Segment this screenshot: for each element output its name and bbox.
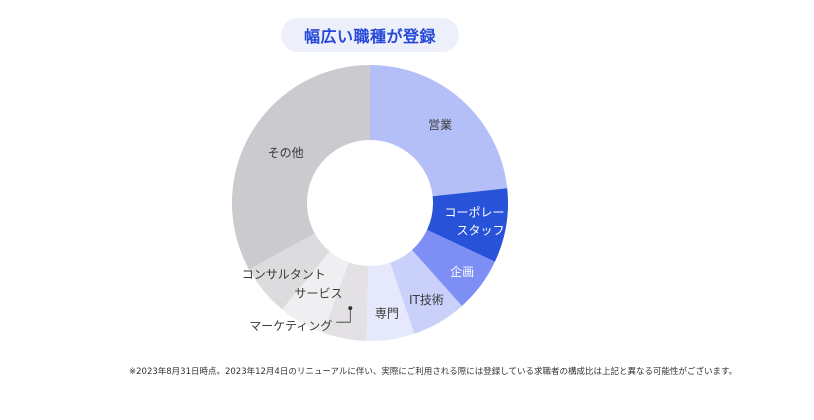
chart-title: 幅広い職種が登録 xyxy=(281,18,459,52)
slice-label-line: 企画 xyxy=(450,264,474,279)
slice-2 xyxy=(427,188,508,262)
slice-label-9: その他 xyxy=(268,146,304,160)
slice-1 xyxy=(370,65,508,197)
slice-label-line: サービス xyxy=(294,286,342,300)
footnote: ※2023年8月31日時点。2023年12月4日のリニューアルに伴い、実際にご利… xyxy=(129,367,738,377)
slice-label-4: IT技術 xyxy=(409,293,444,307)
slice-8 xyxy=(249,233,330,310)
slice-label-line: コーポレート xyxy=(444,206,516,220)
slice-label-line: スタッフ xyxy=(456,224,504,238)
slice-label-line: 営業 xyxy=(428,118,452,132)
slice-label-line: コンサルタント xyxy=(242,267,326,281)
slice-label-line: IT技術 xyxy=(409,293,444,307)
slice-label-6: マーケティング xyxy=(249,319,332,333)
slice-5 xyxy=(366,262,415,341)
slice-label-line: マーケティング xyxy=(249,319,332,333)
slice-label-7: サービス xyxy=(294,286,342,300)
slice-label-line: その他 xyxy=(268,146,304,160)
leader-line xyxy=(336,308,351,323)
slice-label-line: 専門 xyxy=(375,307,399,321)
slice-label-8: コンサルタント xyxy=(242,267,326,281)
slice-label-3: 企画 xyxy=(450,264,474,279)
slice-4 xyxy=(390,249,462,334)
slice-9 xyxy=(232,65,370,270)
slice-label-5: 専門 xyxy=(375,307,399,321)
slice-6 xyxy=(323,262,369,341)
slice-7 xyxy=(282,251,349,333)
slice-label-2: コーポレートスタッフ xyxy=(444,206,516,238)
slice-3 xyxy=(411,229,495,306)
slice-label-1: 営業 xyxy=(428,118,452,132)
